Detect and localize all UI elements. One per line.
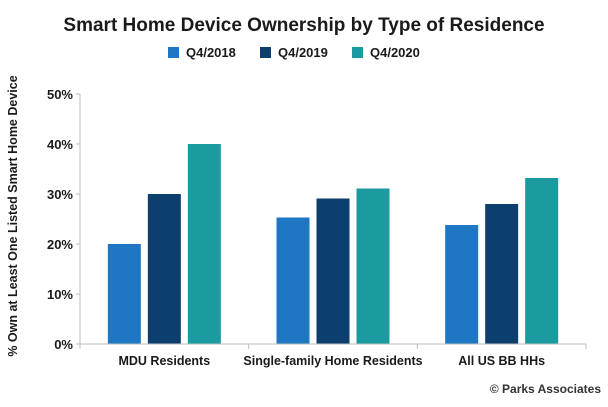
bars [107,144,559,344]
legend-swatch [168,47,179,58]
y-tick-label: 10% [47,287,73,302]
bar-q4-2020-mdu-residents [187,144,221,344]
bar-q4-2019-all-us-bb-hhs [485,204,519,344]
credit-text: © Parks Associates [490,382,601,396]
bar-q4-2018-all-us-bb-hhs [445,225,479,344]
legend-swatch [260,47,271,58]
bar-q4-2018-mdu-residents [107,244,141,344]
y-axis-label: % Own at Least One Listed Smart Home Dev… [6,75,20,356]
bar-q4-2019-mdu-residents [147,194,181,344]
y-tick-label: 30% [47,187,73,202]
y-tick-label: 0% [54,337,73,352]
bar-q4-2018-single-family-home-residents [276,217,310,344]
y-tick-label: 40% [47,137,73,152]
x-axis: MDU Residents Single-family Home Resident… [79,343,587,368]
y-tick-label: 50% [47,87,73,102]
x-category-label: Single-family Home Residents [243,354,422,368]
bar-q4-2020-single-family-home-residents [356,188,390,344]
legend-swatch [352,47,363,58]
legend-label: Q4/2019 [278,45,328,60]
y-axis: 0% 10% 20% 30% 40% 50% [47,87,81,352]
x-category-label: MDU Residents [118,354,210,368]
legend-label: Q4/2020 [370,45,420,60]
y-tick-label: 20% [47,237,73,252]
x-category-label: All US BB HHs [458,354,545,368]
bar-q4-2019-single-family-home-residents [316,198,350,344]
chart-title: Smart Home Device Ownership by Type of R… [63,15,544,36]
legend-label: Q4/2018 [186,45,236,60]
legend: Q4/2018 Q4/2019 Q4/2020 [168,45,420,60]
bar-q4-2020-all-us-bb-hhs [525,178,559,344]
